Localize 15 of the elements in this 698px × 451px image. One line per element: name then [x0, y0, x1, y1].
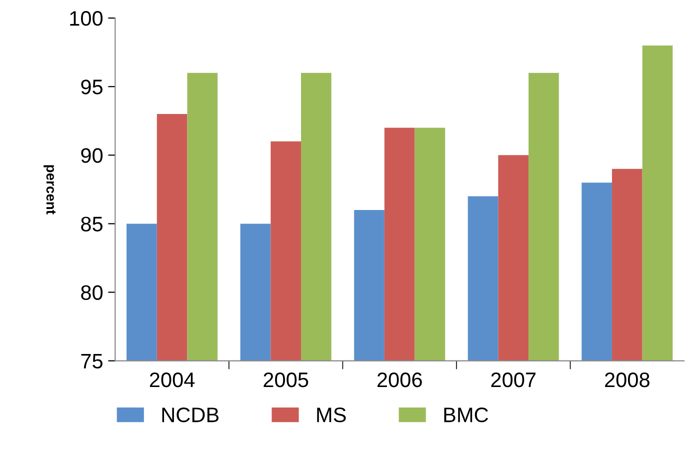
- y-tick-label: 95: [81, 80, 102, 94]
- x-tick-label: 2007: [491, 372, 536, 388]
- x-tick-label: 2008: [605, 372, 650, 388]
- legend-label: NCDB: [162, 408, 219, 422]
- y-axis-title: percent: [44, 165, 56, 214]
- legend-label: BMC: [444, 408, 488, 422]
- x-tick-label: 2005: [264, 372, 308, 388]
- y-tick-label: 85: [81, 216, 102, 232]
- legend-label: MS: [317, 408, 346, 422]
- y-tick-label: 75: [81, 354, 102, 369]
- y-tick-label: 80: [81, 285, 103, 300]
- x-tick-label: 2004: [150, 372, 195, 388]
- y-tick-label: 90: [81, 148, 103, 163]
- y-tick-label: 100: [70, 11, 103, 26]
- x-tick-label: 2006: [377, 372, 422, 388]
